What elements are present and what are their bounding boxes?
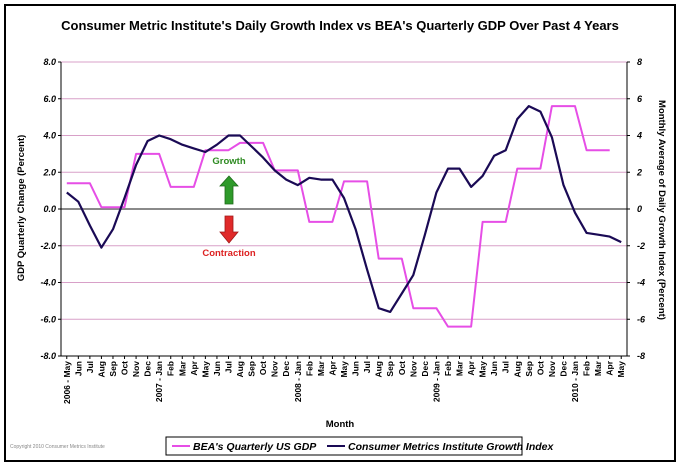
x-tick-label: 2008 - Jan [293,361,303,402]
x-tick-label: Jun [212,361,222,376]
y-tick-label-right: -2 [637,241,645,251]
x-tick-label: Aug [374,361,384,378]
x-tick-label: Aug [512,361,522,378]
y-tick-label-left: -4.0 [40,278,56,288]
x-tick-label: Aug [235,361,245,378]
x-tick-label: May [200,361,210,378]
growth-index-series-line [66,104,622,313]
x-tick-label: Jul [501,361,511,373]
y-tick-label-right: 2 [636,167,642,177]
x-tick-label: Apr [466,360,476,375]
x-tick-label: Sep [524,361,534,377]
x-tick-label: Feb [443,361,453,376]
x-tick-label: Apr [189,360,199,375]
x-tick-label: Mar [455,360,465,376]
x-tick-label: Oct [535,361,545,375]
chart-title: Consumer Metric Institute's Daily Growth… [61,18,619,33]
y-tick-label-left: -2.0 [40,241,56,251]
series-layer [66,104,622,328]
x-tick-label: Feb [166,361,176,376]
y-tick-label-left: 0.0 [43,204,56,214]
contraction-annotation: Contraction [202,215,256,259]
growth-arrow-icon [219,175,239,205]
legend-index-label: Consumer Metrics Institute Growth Index [348,441,555,453]
y-axis-right-label: Monthly Average of Daily Growth Index (P… [656,100,667,320]
copyright-text: Copyright 2010 Consumer Metrics Institut… [10,444,105,450]
y-tick-label-right: 6 [637,94,643,104]
gdp-series-line [66,105,610,328]
x-tick-label: 2010 - Jan [570,361,580,402]
x-tick-label: Oct [397,361,407,375]
contraction-arrow-icon [219,215,239,244]
x-tick-label: Oct [258,361,268,375]
x-tick-label: Feb [582,361,592,376]
x-tick-label: Jun [73,361,83,376]
x-tick-label: Nov [547,361,557,377]
x-tick-label: Apr [327,360,337,375]
x-tick-label: Aug [96,361,106,378]
x-tick-label: Sep [247,361,257,377]
y-tick-label-left: 8.0 [43,57,56,67]
x-tick-label: 2006 - May [62,361,72,404]
x-tick-label: Dec [558,361,568,377]
y-tick-label-left: -6.0 [40,314,56,324]
x-tick-label: Dec [281,361,291,377]
y-axis-left-label: GDP Quarterly Change (Percent) [16,135,27,282]
x-tick-label: Jul [362,361,372,373]
x-tick-label: Jul [85,361,95,373]
x-tick-label: Nov [270,361,280,377]
x-tick-label: May [616,361,626,378]
y-tick-label-right: -6 [637,314,646,324]
legend: BEA's Quarterly US GDP Consumer Metrics … [165,436,555,456]
x-tick-label: Sep [108,361,118,377]
x-tick-label: May [478,361,488,378]
x-tick-label: Mar [177,360,187,376]
y-tick-label-left: -8.0 [40,351,56,361]
x-tick-label: Jun [351,361,361,376]
x-tick-label: Dec [420,361,430,377]
gridlines [61,61,627,357]
legend-gdp-label: BEA's Quarterly US GDP [193,441,317,453]
x-tick-label: Mar [316,360,326,376]
axes [58,61,630,359]
x-tick-label: Dec [143,361,153,377]
tick-labels: 8.0 6.0 4.0 2.0 0.0 -2.0 -4.0 -6.0 -8.0 8 6 4 2 0 -2 -4… [40,57,646,404]
y-tick-label-right: 4 [636,131,642,141]
y-tick-label-right: -4 [637,278,645,288]
growth-label: Growth [212,156,245,167]
x-tick-label: Oct [120,361,130,375]
growth-annotation: Growth [212,156,246,205]
y-tick-label-left: 6.0 [43,94,56,104]
y-tick-label-left: 4.0 [42,131,56,141]
x-tick-label: Nov [131,361,141,377]
x-tick-label: 2009 - Jan [431,361,441,402]
x-tick-label: May [339,361,349,378]
x-tick-label: Mar [593,360,603,376]
y-tick-label-right: 8 [637,57,642,67]
y-tick-label-left: 2.0 [42,167,56,177]
x-tick-label: Jul [223,361,233,373]
x-tick-label: Nov [408,361,418,377]
x-tick-label: 2007 - Jan [154,361,164,402]
contraction-label: Contraction [202,248,256,259]
x-tick-label: Apr [605,360,615,375]
y-tick-label-right: -8 [637,351,645,361]
x-tick-label: Feb [304,361,314,376]
x-tick-label: Sep [385,361,395,377]
y-tick-label-right: 0 [637,204,642,214]
x-axis-label: Month [326,419,355,430]
x-tick-label: Jun [489,361,499,376]
